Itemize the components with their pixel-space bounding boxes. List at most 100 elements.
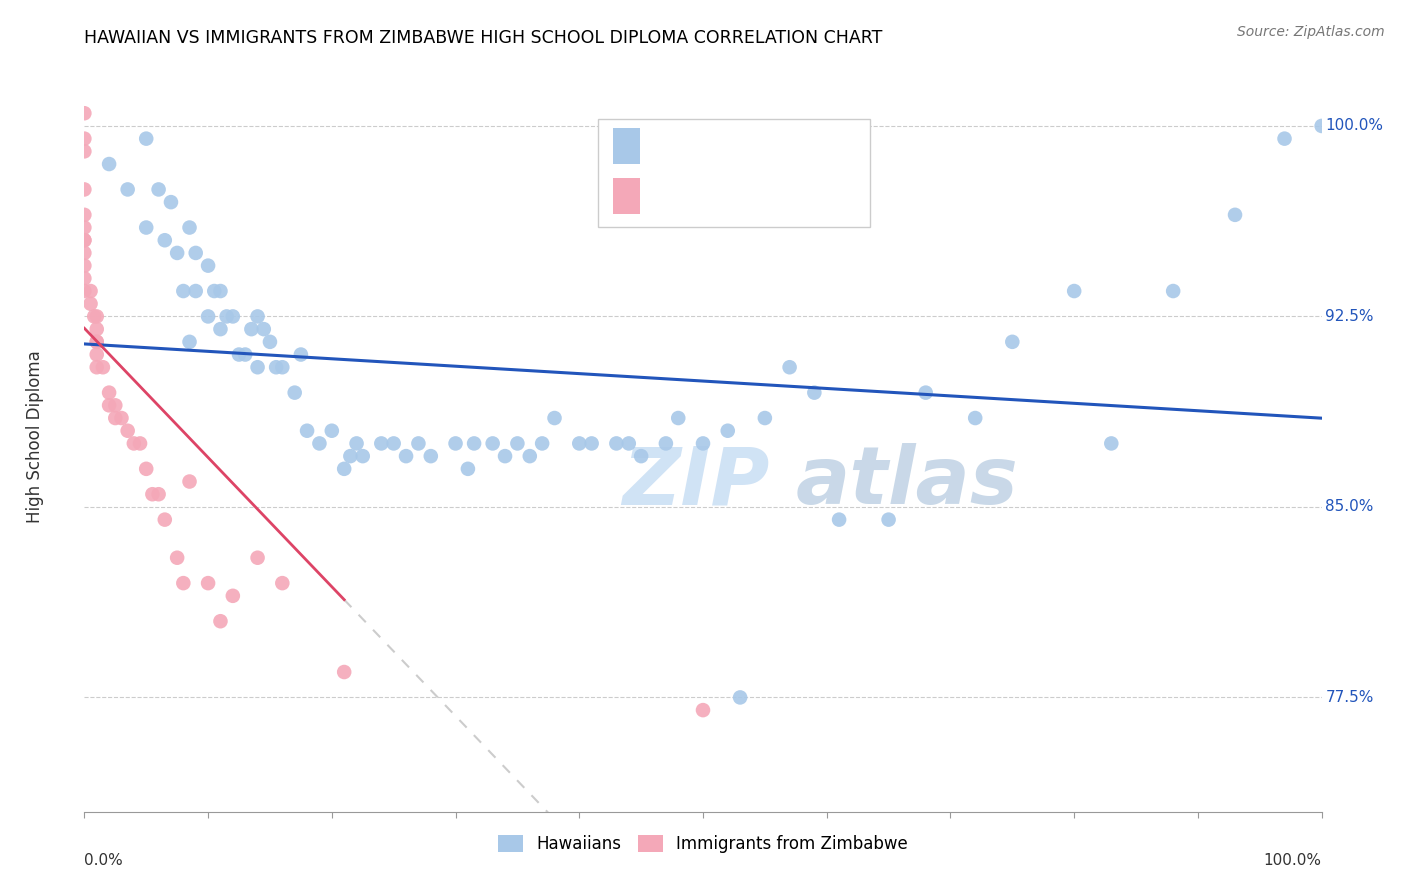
Point	[581, 436, 603, 450]
Text: 85.0%: 85.0%	[1326, 500, 1374, 515]
Text: N =: N =	[763, 186, 815, 205]
Point	[160, 195, 183, 210]
Point	[209, 614, 232, 628]
Point	[135, 220, 157, 235]
Point	[86, 310, 108, 324]
Point	[382, 436, 405, 450]
Point	[271, 576, 294, 591]
Point	[98, 398, 121, 412]
Text: 100.0%: 100.0%	[1326, 119, 1384, 134]
Point	[215, 310, 238, 324]
Point	[104, 411, 127, 425]
Point	[408, 436, 430, 450]
Point	[457, 462, 479, 476]
Point	[339, 449, 361, 463]
Point	[86, 334, 108, 349]
Point	[246, 550, 269, 565]
Point	[828, 513, 851, 527]
Text: 76: 76	[831, 136, 855, 154]
Point	[444, 436, 467, 450]
Point	[1223, 208, 1246, 222]
Point	[184, 284, 207, 298]
Point	[86, 322, 108, 336]
Point	[135, 462, 157, 476]
Point	[98, 157, 121, 171]
Point	[543, 411, 565, 425]
Point	[728, 690, 751, 705]
Point	[110, 411, 132, 425]
Point	[246, 360, 269, 375]
Point	[284, 385, 307, 400]
Point	[202, 284, 225, 298]
Point	[779, 360, 801, 375]
FancyBboxPatch shape	[613, 128, 640, 163]
Point	[73, 271, 96, 285]
Point	[271, 360, 294, 375]
Text: ZIP: ZIP	[623, 443, 770, 521]
Text: 0.0%: 0.0%	[84, 853, 124, 868]
Point	[86, 360, 108, 375]
Point	[104, 398, 127, 412]
Point	[259, 334, 281, 349]
Point	[321, 424, 343, 438]
Point	[172, 284, 194, 298]
Point	[655, 436, 678, 450]
Point	[222, 589, 245, 603]
Point	[73, 220, 96, 235]
Text: High School Diploma: High School Diploma	[25, 351, 44, 524]
Point	[240, 322, 263, 336]
Point	[333, 665, 356, 679]
Point	[228, 347, 250, 361]
Point	[73, 106, 96, 120]
Point	[179, 220, 201, 235]
Point	[117, 424, 139, 438]
Point	[605, 436, 627, 450]
Legend: Hawaiians, Immigrants from Zimbabwe: Hawaiians, Immigrants from Zimbabwe	[491, 828, 915, 860]
Point	[98, 385, 121, 400]
Point	[73, 284, 96, 298]
Point	[166, 246, 188, 260]
Point	[73, 182, 96, 196]
Point	[166, 550, 188, 565]
Point	[233, 347, 256, 361]
Point	[295, 424, 318, 438]
Point	[692, 436, 714, 450]
Text: 77.5%: 77.5%	[1326, 690, 1374, 705]
Point	[79, 297, 101, 311]
Point	[630, 449, 652, 463]
Point	[481, 436, 503, 450]
Point	[135, 131, 157, 145]
Text: 0.462: 0.462	[699, 136, 756, 154]
Point	[717, 424, 740, 438]
Point	[754, 411, 776, 425]
Point	[1099, 436, 1122, 450]
Point	[73, 246, 96, 260]
Point	[73, 233, 96, 247]
Point	[568, 436, 591, 450]
Point	[531, 436, 554, 450]
Point	[1063, 284, 1085, 298]
Point	[83, 310, 105, 324]
Text: 92.5%: 92.5%	[1326, 309, 1374, 324]
Point	[197, 310, 219, 324]
Point	[264, 360, 287, 375]
Text: R =: R =	[655, 136, 693, 154]
Point	[666, 411, 689, 425]
FancyBboxPatch shape	[613, 178, 640, 214]
Point	[519, 449, 541, 463]
Point	[153, 233, 176, 247]
Point	[290, 347, 312, 361]
Point	[352, 449, 374, 463]
Point	[179, 334, 201, 349]
Point	[463, 436, 485, 450]
Point	[1310, 119, 1333, 133]
Text: atlas: atlas	[796, 443, 1018, 521]
Text: -0.258: -0.258	[699, 186, 763, 205]
Text: HAWAIIAN VS IMMIGRANTS FROM ZIMBABWE HIGH SCHOOL DIPLOMA CORRELATION CHART: HAWAIIAN VS IMMIGRANTS FROM ZIMBABWE HIG…	[84, 29, 883, 47]
Point	[308, 436, 330, 450]
Point	[419, 449, 441, 463]
Point	[73, 131, 96, 145]
Point	[79, 284, 101, 298]
Point	[91, 360, 114, 375]
Point	[506, 436, 529, 450]
